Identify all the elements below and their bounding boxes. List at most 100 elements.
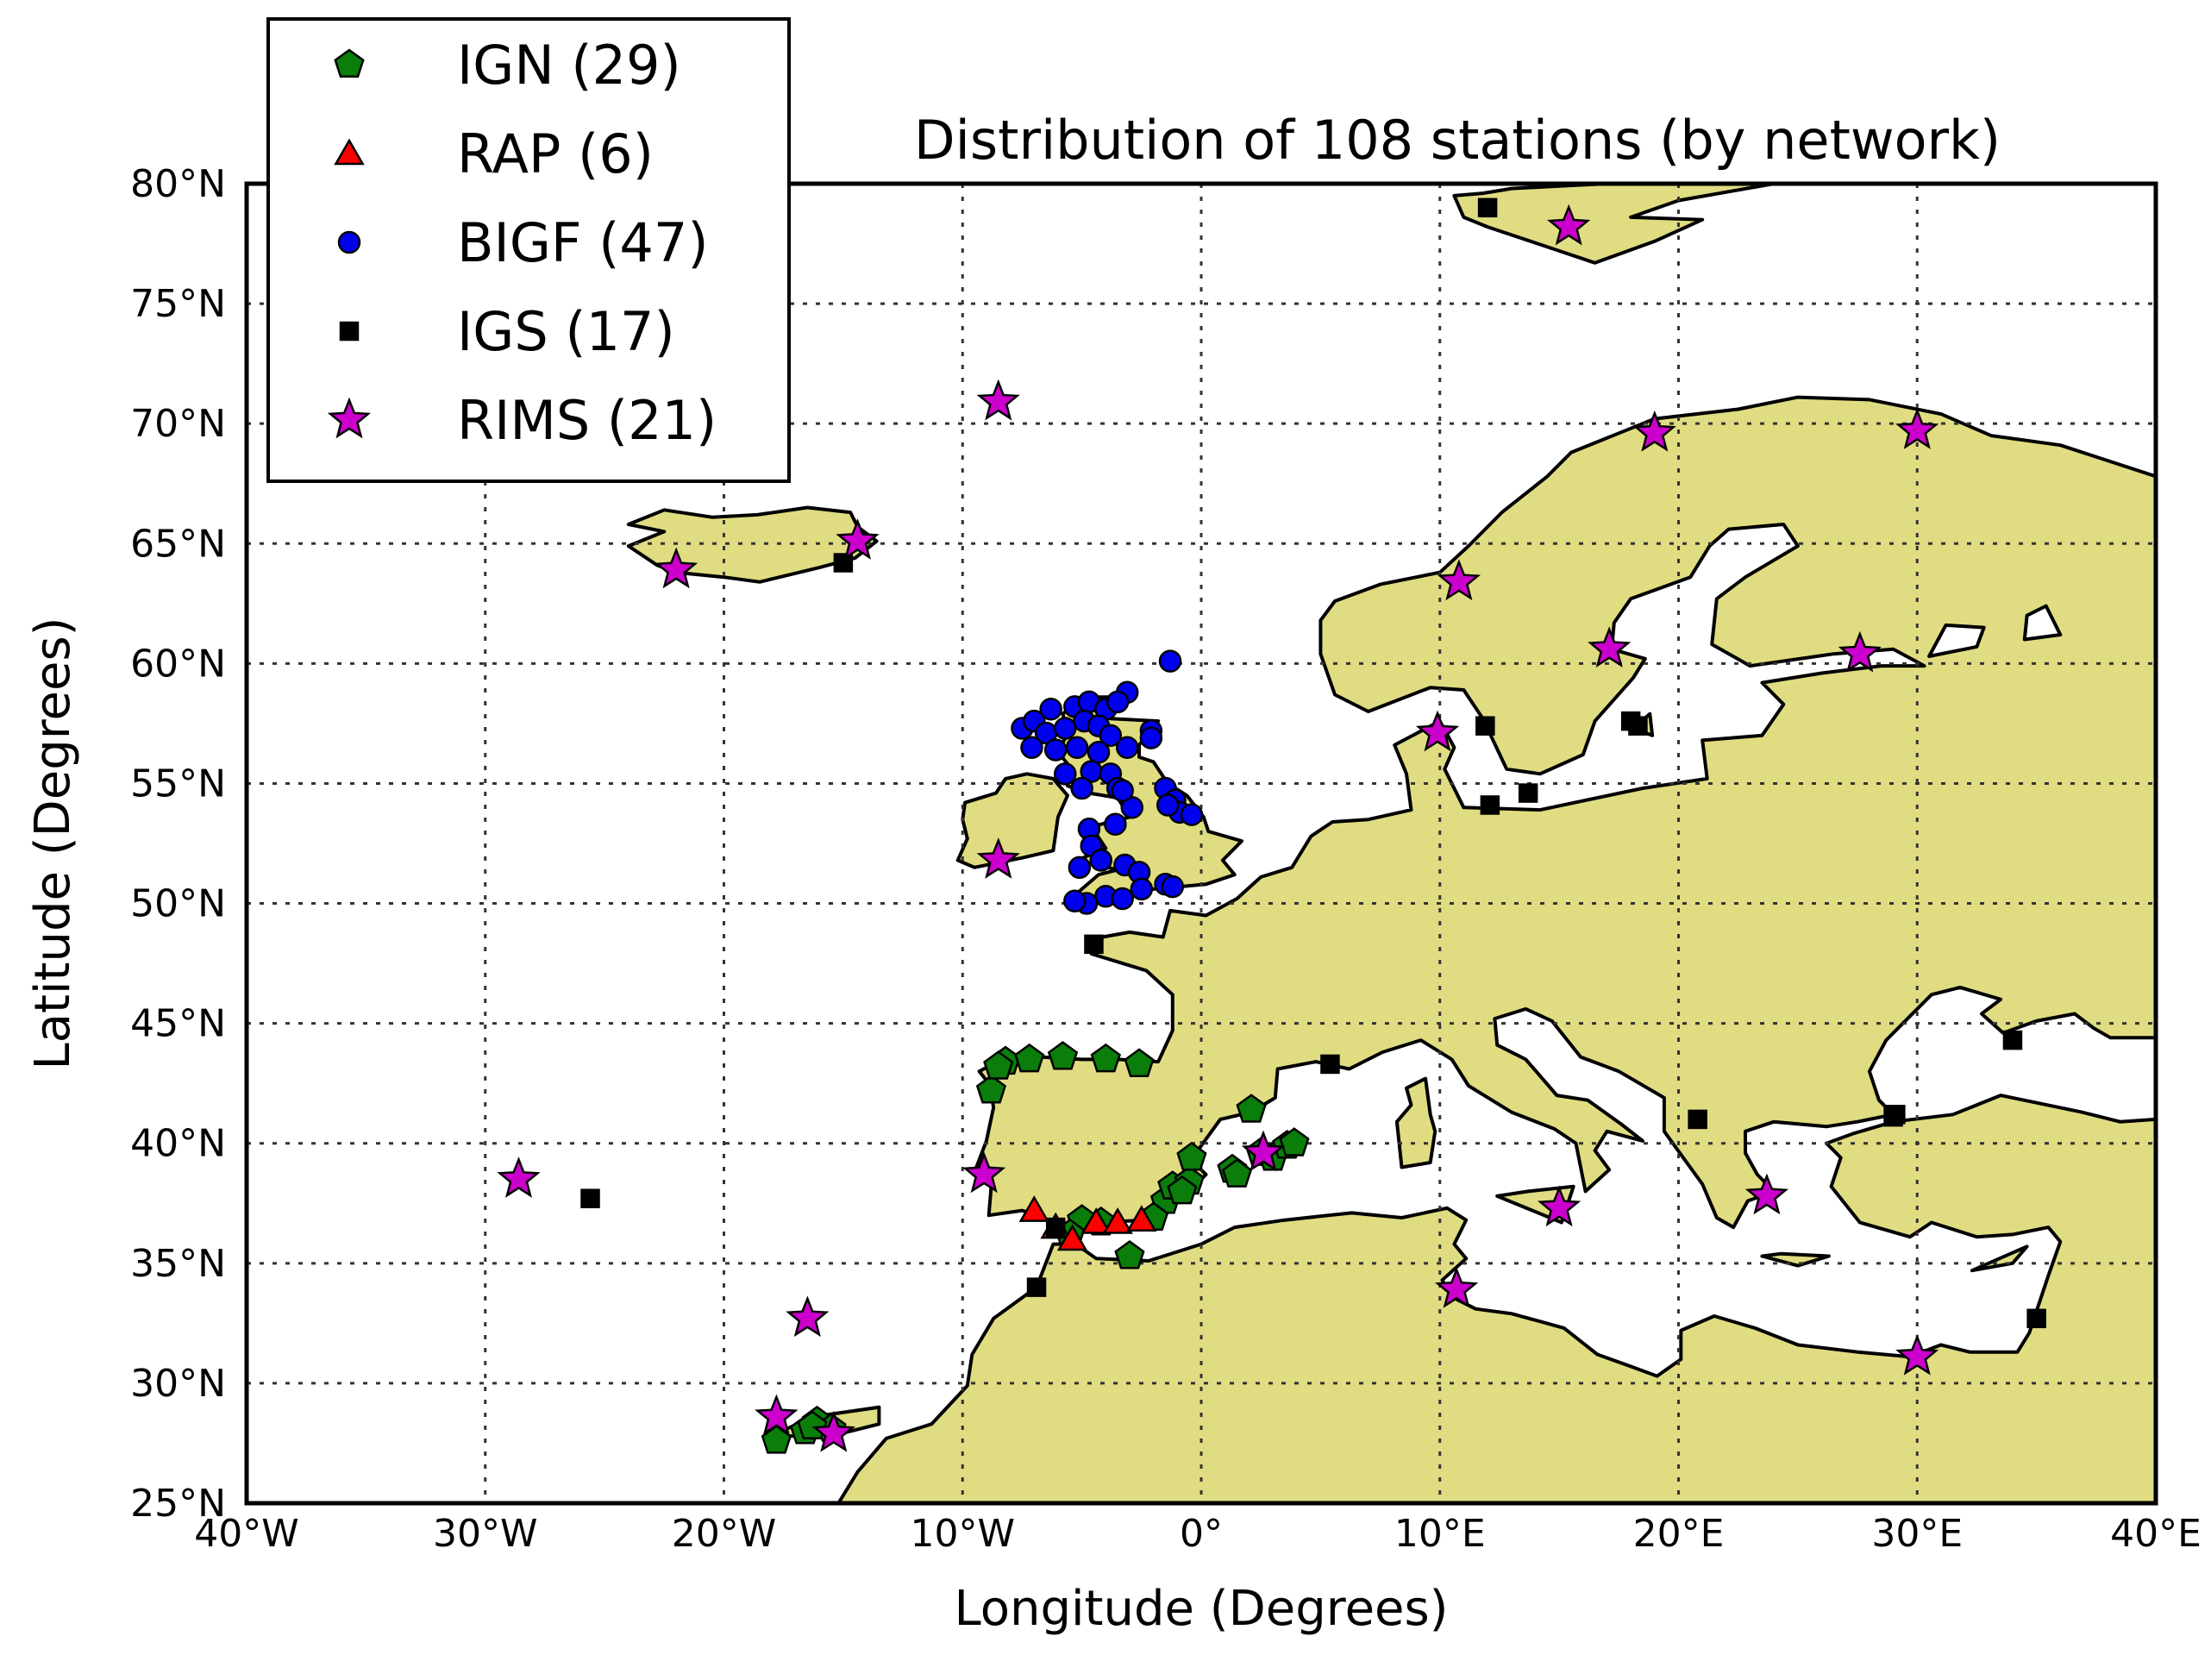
x-tick-label: 10°E <box>1394 1512 1486 1556</box>
rims-station-marker <box>1588 626 1632 668</box>
legend-label: RIMS (21) <box>457 389 717 452</box>
legend: IGN (29) RAP (6) BIGF (47) IGS (17) RIMS (21… <box>266 17 791 483</box>
ireland <box>955 772 1069 869</box>
rims-station-marker <box>836 518 880 560</box>
y-tick-labels: 25°N 30°N 35°N 40°N 45°N 50°N 55°N 60°N 65°N 70°N… <box>130 162 226 1526</box>
bigf-station-marker <box>1115 736 1139 759</box>
igs-station-marker <box>1026 1277 1047 1297</box>
bigf-station-marker <box>1161 874 1185 899</box>
y-tick-label: 60°N <box>130 642 226 686</box>
rims-station-marker <box>1437 559 1481 601</box>
rims-station-marker <box>1547 204 1591 246</box>
legend-item-igs: IGS (17) <box>339 300 675 363</box>
bigf-station-marker <box>1139 726 1163 749</box>
x-tick-label: 40°E <box>2110 1512 2202 1556</box>
y-tick-label: 35°N <box>130 1242 226 1286</box>
series-ign <box>761 1041 1310 1454</box>
x-tick-labels: 40°W 30°W 20°W 10°W 0° 10°E 20°E 30°E 40°E <box>194 1512 2202 1556</box>
y-axis-label: Latitude (Degrees) <box>25 617 81 1070</box>
legend-item-rims: RIMS (21) <box>327 389 717 452</box>
bigf-station-marker <box>1065 736 1089 759</box>
legend-marker-rims <box>327 397 372 439</box>
y-tick-label: 45°N <box>130 1002 226 1046</box>
igs-station-marker <box>1688 1109 1707 1130</box>
igs-station-marker <box>1518 783 1538 803</box>
bigf-station-marker <box>1156 793 1180 817</box>
ign-station-marker <box>1124 1048 1155 1077</box>
legend-marker-bigf <box>337 230 361 254</box>
igs-station-marker <box>1475 716 1495 736</box>
legend-marker-rap <box>334 138 365 166</box>
rims-station-marker <box>1434 1267 1479 1308</box>
igs-station-marker <box>1045 1217 1066 1238</box>
y-tick-label: 30°N <box>130 1362 226 1406</box>
rims-station-marker <box>976 837 1020 879</box>
x-tick-label: 30°W <box>433 1512 538 1556</box>
legend-item-rap: RAP (6) <box>334 122 654 185</box>
ign-station-marker <box>1014 1043 1045 1073</box>
bigf-station-marker <box>1087 741 1111 764</box>
series-igs <box>580 197 2046 1329</box>
legend-label: RAP (6) <box>457 122 654 185</box>
chart-title: Distribution of 108 stations (by network… <box>914 109 2001 172</box>
rap-station-marker <box>1080 1207 1112 1234</box>
bigf-station-marker <box>1130 877 1154 901</box>
bigf-station-marker <box>1020 736 1043 759</box>
bigf-station-marker <box>1158 649 1182 673</box>
continental-europe <box>973 395 2156 1241</box>
bigf-station-marker <box>1039 697 1062 721</box>
legend-marker-igs <box>339 321 360 342</box>
legend-items: IGN (29) RAP (6) BIGF (47) IGS (17) RIMS (21… <box>327 34 717 452</box>
sardinia-corsica <box>1394 1076 1437 1169</box>
igs-station-marker <box>1628 716 1648 736</box>
bigf-station-marker <box>1043 738 1068 762</box>
cyprus <box>1970 1244 2029 1273</box>
ign-station-marker <box>1236 1094 1267 1123</box>
station-markers <box>497 197 2046 1454</box>
bigf-station-marker <box>1111 779 1134 803</box>
x-tick-label: 20°W <box>672 1512 777 1556</box>
bigf-station-marker <box>1070 776 1093 800</box>
rims-station-marker <box>1538 1185 1582 1227</box>
svalbard <box>1452 184 1776 265</box>
bigf-station-marker <box>1104 812 1127 836</box>
rims-station-marker <box>1241 1130 1286 1172</box>
y-tick-label: 55°N <box>130 762 226 806</box>
rap-station-marker <box>1102 1207 1133 1234</box>
rap-station-marker <box>1056 1224 1088 1251</box>
ign-station-marker <box>1090 1043 1121 1073</box>
legend-label: IGS (17) <box>457 300 675 363</box>
y-tick-label: 40°N <box>130 1122 226 1166</box>
rims-station-marker <box>1632 410 1676 452</box>
x-tick-label: 40°W <box>194 1512 299 1556</box>
rims-station-marker <box>497 1157 541 1198</box>
y-tick-label: 65°N <box>130 522 226 566</box>
series-bigf <box>1011 649 1204 915</box>
lake-ladoga <box>1927 623 1986 658</box>
legend-marker-ign <box>334 48 365 78</box>
rims-station-marker <box>1415 710 1460 752</box>
plot-frame <box>244 181 2158 1506</box>
rims-station-marker <box>1895 1333 1939 1376</box>
igs-station-marker <box>580 1188 600 1208</box>
igs-station-marker <box>1480 795 1500 815</box>
graticule-grid <box>247 184 2156 1503</box>
legend-item-ign: IGN (29) <box>334 34 681 97</box>
igs-station-marker <box>1886 1105 1906 1125</box>
rap-station-marker <box>1018 1195 1050 1222</box>
igs-station-marker <box>833 553 854 573</box>
ign-station-marker <box>1221 1158 1253 1188</box>
rims-station-marker <box>1895 408 1939 449</box>
y-tick-label: 75°N <box>130 282 226 326</box>
igs-station-marker <box>2026 1308 2046 1329</box>
igs-station-marker <box>1084 934 1104 955</box>
legend-item-bigf: BIGF (47) <box>337 211 709 274</box>
y-tick-label: 70°N <box>130 402 226 446</box>
lake-onega <box>2022 604 2063 642</box>
legend-label: BIGF (47) <box>457 211 709 274</box>
x-tick-label: 30°E <box>1871 1512 1963 1556</box>
igs-station-marker <box>1477 197 1498 218</box>
y-tick-label: 50°N <box>130 882 226 926</box>
rims-station-marker <box>755 1394 799 1436</box>
